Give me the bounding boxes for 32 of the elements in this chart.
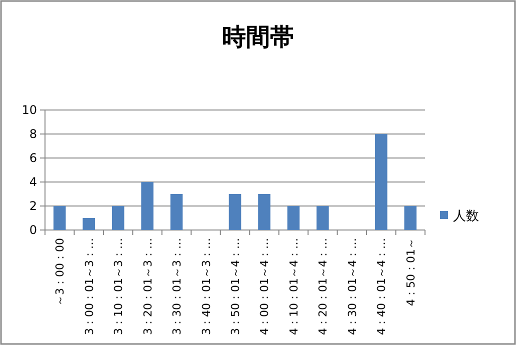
x-tick-label: 4：40：01～4：… bbox=[375, 238, 388, 335]
bar bbox=[375, 134, 388, 230]
x-tick-label: 3：30：01～3：… bbox=[170, 238, 184, 335]
bar bbox=[82, 218, 95, 230]
bar bbox=[404, 206, 417, 230]
bar bbox=[258, 194, 270, 230]
y-tick-label: 4 bbox=[29, 175, 37, 189]
bar bbox=[228, 194, 242, 230]
x-tick-label: 3：00：01～3：… bbox=[82, 238, 96, 335]
bar bbox=[53, 206, 66, 230]
legend-label: 人数 bbox=[453, 209, 479, 224]
y-tick-label: 8 bbox=[29, 127, 37, 141]
x-tick-label: 3：50：01～4：… bbox=[229, 238, 242, 335]
bar bbox=[287, 206, 300, 230]
x-tick-label: ～3：00：00 bbox=[54, 238, 67, 306]
x-tick-label: 4：50：01～ bbox=[404, 238, 418, 306]
bar bbox=[112, 206, 124, 230]
bar bbox=[141, 182, 154, 230]
x-tick-label: 3：40：01～3：… bbox=[200, 238, 213, 335]
x-tick-label: 4：00：01～4：… bbox=[258, 238, 272, 335]
x-tick-label: 4：30：01～4：… bbox=[346, 238, 359, 335]
x-tick-label: 3：10：01～3：… bbox=[112, 238, 126, 335]
x-tick-label: 4：10：01～4：… bbox=[287, 238, 300, 335]
y-tick-label: 2 bbox=[29, 199, 37, 213]
x-tick-label: 3：20：01～3：… bbox=[141, 238, 154, 335]
y-tick-label: 6 bbox=[29, 151, 37, 165]
y-tick-label: 0 bbox=[29, 223, 37, 237]
y-tick-label: 10 bbox=[22, 103, 37, 117]
chart-title: 時間帯 bbox=[222, 23, 294, 51]
bar bbox=[170, 194, 183, 230]
x-tick-label: 4：20：01～4：… bbox=[316, 238, 330, 335]
bar bbox=[316, 206, 329, 230]
